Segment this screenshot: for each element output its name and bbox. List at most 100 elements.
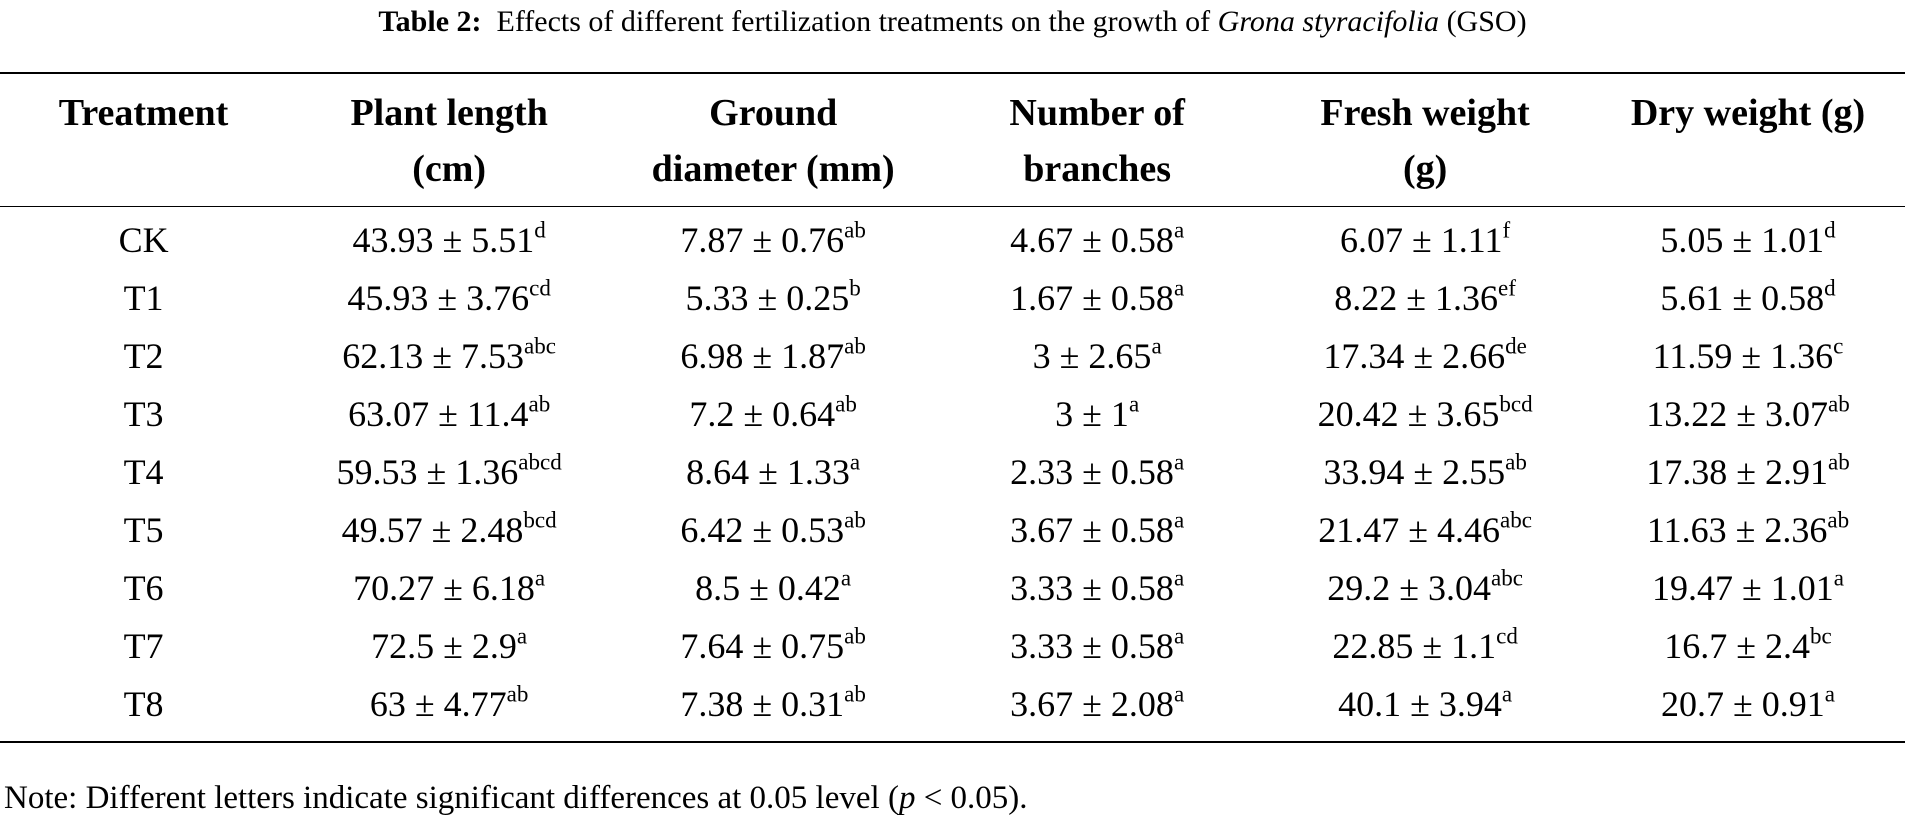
- mean-sd-value: 40.1 ± 3.94: [1338, 684, 1502, 724]
- table-row: T6 70.27 ± 6.18a 8.5 ± 0.42a 3.33 ± 0.58a 29…: [0, 559, 1905, 617]
- significance-letter: a: [1824, 680, 1835, 707]
- significance-letter: d: [1824, 216, 1836, 243]
- significance-letter: a: [1173, 448, 1185, 475]
- value-cell: 29.2 ± 3.04abc: [1259, 559, 1591, 617]
- mean-sd-value: 7.64 ± 0.75: [680, 626, 845, 666]
- significance-letter: b: [849, 274, 861, 301]
- value-cell: 3 ± 1a: [935, 385, 1259, 443]
- mean-sd-value: 6.42 ± 0.53: [680, 510, 845, 550]
- significance-letter: abc: [1500, 506, 1532, 533]
- value-cell: 62.13 ± 7.53abc: [287, 327, 611, 385]
- mean-sd-value: 7.38 ± 0.31: [680, 684, 845, 724]
- value-cell: 8.22 ± 1.36ef: [1259, 269, 1591, 327]
- table-row: T8 63 ± 4.77ab 7.38 ± 0.31ab 3.67 ± 2.08a 40…: [0, 675, 1905, 743]
- caption-label: Table 2:: [378, 5, 482, 38]
- mean-sd-value: 3.67 ± 0.58: [1010, 510, 1174, 550]
- significance-letter: abc: [524, 332, 557, 359]
- significance-letter: ab: [528, 390, 551, 417]
- growth-table: Treatment Plant length (cm) Ground diamete…: [0, 72, 1905, 743]
- value-cell: 19.47 ± 1.01a: [1591, 559, 1905, 617]
- treatment-cell: T1: [123, 278, 164, 318]
- value-cell: 3.67 ± 0.58a: [935, 501, 1259, 559]
- significance-letter: ab: [1505, 448, 1527, 475]
- value-cell: 5.33 ± 0.25b: [611, 269, 935, 327]
- mean-sd-value: 45.93 ± 3.76: [347, 278, 530, 318]
- significance-letter: cd: [529, 274, 551, 301]
- significance-letter: c: [1833, 332, 1844, 359]
- value-cell: 33.94 ± 2.55ab: [1259, 443, 1591, 501]
- mean-sd-value: 1.67 ± 0.58: [1010, 278, 1174, 318]
- p-symbol: p: [898, 780, 916, 816]
- mean-sd-value: 22.85 ± 1.1: [1332, 626, 1497, 666]
- value-cell: 40.1 ± 3.94a: [1259, 675, 1592, 743]
- table-caption: Table 2: Effects of different fertilizat…: [0, 2, 1905, 42]
- header-cell: Number of branches: [935, 72, 1260, 207]
- value-cell: 13.22 ± 3.07ab: [1591, 385, 1905, 443]
- value-cell: 21.47 ± 4.46abc: [1259, 501, 1591, 559]
- significance-letter: bcd: [1499, 390, 1533, 417]
- significance-letter: de: [1505, 332, 1527, 359]
- table-row: CK 43.93 ± 5.51d 7.87 ± 0.76ab 4.67 ± 0.58a…: [0, 207, 1905, 270]
- value-cell: 2.33 ± 0.58a: [935, 443, 1259, 501]
- significance-letter: abc: [1491, 564, 1523, 591]
- mean-sd-value: 17.34 ± 2.66: [1323, 336, 1506, 376]
- significance-letter: a: [1173, 564, 1185, 591]
- value-cell: 20.7 ± 0.91a: [1591, 675, 1905, 743]
- significance-letter: ab: [844, 332, 866, 359]
- significance-letter: a: [516, 622, 528, 649]
- significance-letter: a: [849, 448, 861, 475]
- value-cell: 8.5 ± 0.42a: [611, 559, 935, 617]
- value-cell: 17.34 ± 2.66de: [1259, 327, 1591, 385]
- mean-sd-value: 3 ± 2.65: [1032, 336, 1152, 376]
- value-cell: 63.07 ± 11.4ab: [287, 385, 611, 443]
- significance-letter: a: [1501, 680, 1513, 707]
- value-cell: 11.63 ± 2.36ab: [1591, 501, 1905, 559]
- mean-sd-value: 49.57 ± 2.48: [341, 510, 524, 550]
- value-cell: 5.05 ± 1.01d: [1591, 207, 1905, 270]
- mean-sd-value: 19.47 ± 1.01: [1652, 568, 1834, 608]
- mean-sd-value: 7.2 ± 0.64: [689, 394, 836, 434]
- value-cell: 4.67 ± 0.58a: [935, 207, 1259, 270]
- mean-sd-value: 62.13 ± 7.53: [342, 336, 525, 376]
- significance-letter: ab: [506, 680, 529, 707]
- mean-sd-value: 29.2 ± 3.04: [1327, 568, 1491, 608]
- header-cell: Ground diameter (mm): [611, 72, 936, 207]
- mean-sd-value: 13.22 ± 3.07: [1646, 394, 1829, 434]
- table-row: T3 63.07 ± 11.4ab 7.2 ± 0.64ab 3 ± 1a 20.42 …: [0, 385, 1905, 443]
- significance-letter: d: [1824, 274, 1836, 301]
- value-cell: 3 ± 2.65a: [935, 327, 1259, 385]
- value-cell: 43.93 ± 5.51d: [287, 207, 611, 270]
- mean-sd-value: 6.98 ± 1.87: [680, 336, 845, 376]
- significance-letter: ab: [844, 680, 866, 707]
- mean-sd-value: 70.27 ± 6.18: [353, 568, 535, 608]
- treatment-cell: T8: [0, 675, 288, 743]
- mean-sd-value: 20.7 ± 0.91: [1661, 684, 1825, 724]
- mean-sd-value: 6.07 ± 1.11: [1340, 220, 1503, 260]
- caption-text: Effects of different fertilization treat…: [496, 5, 1211, 38]
- header-cell: Treatment: [0, 72, 288, 207]
- significance-letter: ab: [844, 622, 866, 649]
- significance-letter: ab: [835, 390, 857, 417]
- header-cell: Dry weight (g): [1591, 72, 1905, 207]
- significance-letter: cd: [1496, 622, 1518, 649]
- value-cell: 8.64 ± 1.33a: [611, 443, 935, 501]
- treatment-cell: T6: [123, 568, 164, 608]
- value-cell: 7.64 ± 0.75ab: [611, 617, 935, 675]
- value-cell: 72.5 ± 2.9a: [287, 617, 611, 675]
- significance-letter: a: [534, 564, 546, 591]
- value-cell: 7.2 ± 0.64ab: [611, 385, 935, 443]
- significance-letter: ef: [1498, 274, 1516, 301]
- mean-sd-value: 3.33 ± 0.58: [1010, 626, 1174, 666]
- significance-letter: a: [1173, 216, 1185, 243]
- mean-sd-value: 21.47 ± 4.46: [1318, 510, 1500, 550]
- table-row: T4 59.53 ± 1.36abcd 8.64 ± 1.33a 2.33 ± 0.5…: [0, 443, 1905, 501]
- mean-sd-value: 3 ± 1: [1055, 394, 1129, 434]
- significance-letter: a: [1173, 680, 1185, 707]
- value-cell: 59.53 ± 1.36abcd: [287, 443, 611, 501]
- significance-letter: bcd: [523, 506, 557, 533]
- significance-letter: a: [1151, 332, 1162, 359]
- header-row: Treatment Plant length (cm) Ground diamete…: [0, 72, 1905, 207]
- caption-suffix: (GSO): [1446, 5, 1527, 38]
- significance-letter: a: [840, 564, 852, 591]
- value-cell: 3.33 ± 0.58a: [935, 617, 1259, 675]
